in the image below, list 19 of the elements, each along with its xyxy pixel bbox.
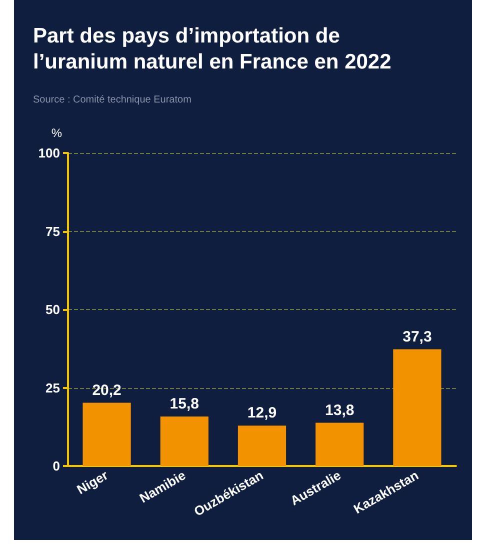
bar	[316, 422, 364, 466]
data-label: 37,3	[402, 328, 432, 346]
y-tick-label: 25	[46, 380, 60, 396]
y-tick-label: 75	[46, 224, 60, 239]
chart-title: Part des pays d’importation de l’uranium naturel en France en 2022	[33, 24, 392, 74]
bar	[82, 402, 131, 466]
y-axis-title: %	[51, 126, 62, 140]
y-tick-label: 100	[38, 146, 60, 160]
bar	[238, 426, 286, 466]
chart-subtitle: Source : Comité technique Euratom	[33, 94, 192, 106]
y-tick-label: 50	[46, 302, 60, 317]
y-tick-label: 0	[52, 458, 60, 474]
data-label: 15,8	[170, 396, 199, 413]
x-tick-label: Niger	[74, 468, 111, 498]
data-label: 12,9	[247, 404, 277, 422]
data-label: 20,2	[92, 382, 122, 399]
bar	[160, 416, 208, 466]
bar	[393, 349, 442, 466]
data-label: 13,8	[325, 402, 354, 419]
